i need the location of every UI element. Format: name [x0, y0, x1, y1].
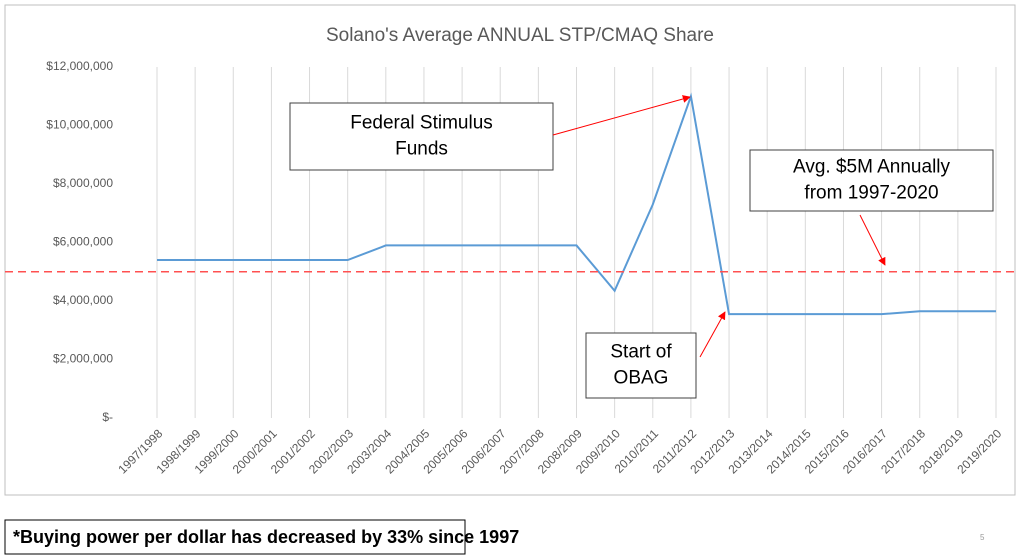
y-tick-label: $2,000,000 — [53, 352, 113, 366]
annotation-box — [289, 102, 554, 171]
annotation-text: from 1997-2020 — [804, 183, 938, 204]
annotation-text: OBAG — [614, 368, 669, 389]
footnote-box — [4, 519, 466, 555]
annotation-text: Federal Stimulus — [350, 113, 493, 134]
annotation-text: Start of — [610, 342, 672, 363]
y-tick-label: $12,000,000 — [46, 59, 113, 73]
annotation-text: Funds — [395, 139, 448, 160]
footnote: *Buying power per dollar has decreased b… — [13, 527, 519, 547]
annotation-box — [749, 149, 994, 212]
y-tick-label: $- — [102, 410, 113, 424]
annotation-arrow — [859, 214, 886, 266]
y-tick-label: $4,000,000 — [53, 293, 113, 307]
annotation-arrow — [552, 95, 691, 136]
annotation-arrow — [699, 311, 726, 358]
chart-frame — [4, 4, 1016, 496]
annotation-text: Avg. $5M Annually — [793, 157, 951, 178]
chart-title: Solano's Average ANNUAL STP/CMAQ Share — [326, 25, 714, 46]
page-number: 5 — [980, 533, 985, 542]
y-tick-label: $6,000,000 — [53, 235, 113, 249]
data-line — [157, 92, 996, 316]
y-tick-label: $8,000,000 — [53, 176, 113, 190]
annotation-box — [585, 332, 697, 399]
y-tick-label: $10,000,000 — [46, 118, 113, 132]
